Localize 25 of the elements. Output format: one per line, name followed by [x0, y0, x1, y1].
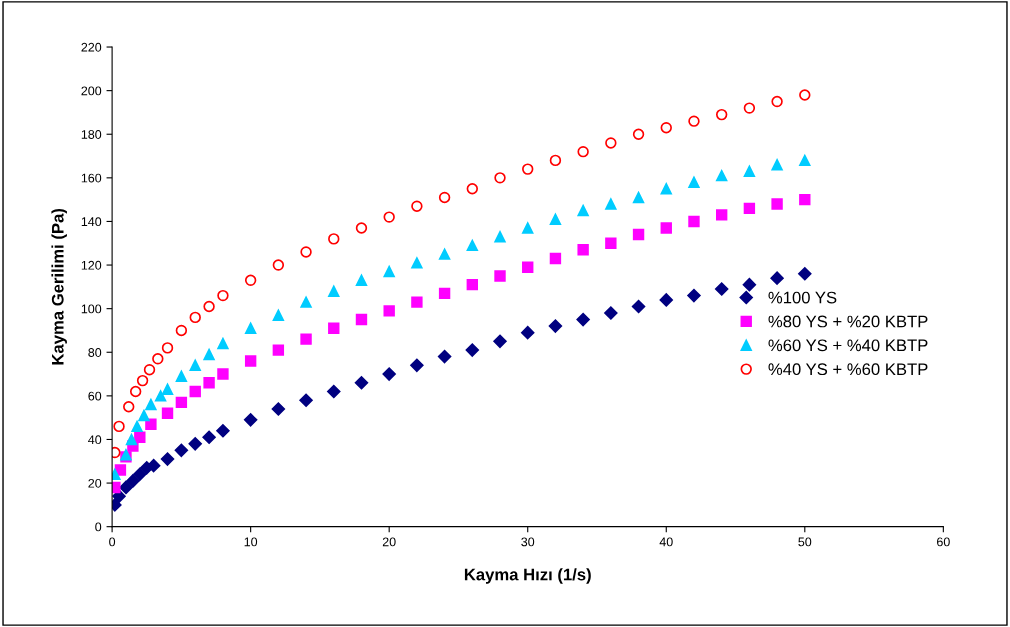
x-axis-title: Kayma Hızı (1/s) — [464, 568, 591, 584]
y-tick-label: 100 — [81, 304, 102, 314]
y-axis-title: Kayma Gerilimi (Pa) — [51, 208, 67, 365]
y-tick-label: 20 — [88, 478, 102, 488]
legend-label: %80 YS + %20 KBTP — [768, 315, 928, 328]
y-tick-label: 60 — [88, 391, 102, 401]
y-tick-label: 120 — [81, 260, 102, 270]
x-tick-label: 0 — [109, 537, 116, 547]
y-tick-label: 40 — [88, 435, 102, 445]
y-tick-label: 140 — [81, 217, 102, 227]
y-tick-label: 200 — [81, 86, 102, 96]
x-tick-label: 20 — [382, 537, 396, 547]
legend-label: %60 YS + %40 KBTP — [768, 339, 928, 352]
x-tick-label: 10 — [244, 537, 258, 547]
y-tick-label: 80 — [88, 348, 102, 357]
y-tick-label: 0 — [95, 522, 102, 532]
x-tick-label: 50 — [798, 537, 812, 547]
x-tick-label: 30 — [521, 537, 535, 547]
x-tick-label: 60 — [937, 537, 950, 547]
legend-label: %40 YS + %60 KBTP — [768, 363, 928, 376]
x-tick-label: 40 — [659, 537, 673, 547]
legend-label: %100 YS — [768, 291, 837, 304]
y-tick-label: 220 — [81, 42, 102, 52]
y-tick-label: 180 — [81, 130, 102, 139]
y-tick-label: 160 — [81, 173, 102, 183]
